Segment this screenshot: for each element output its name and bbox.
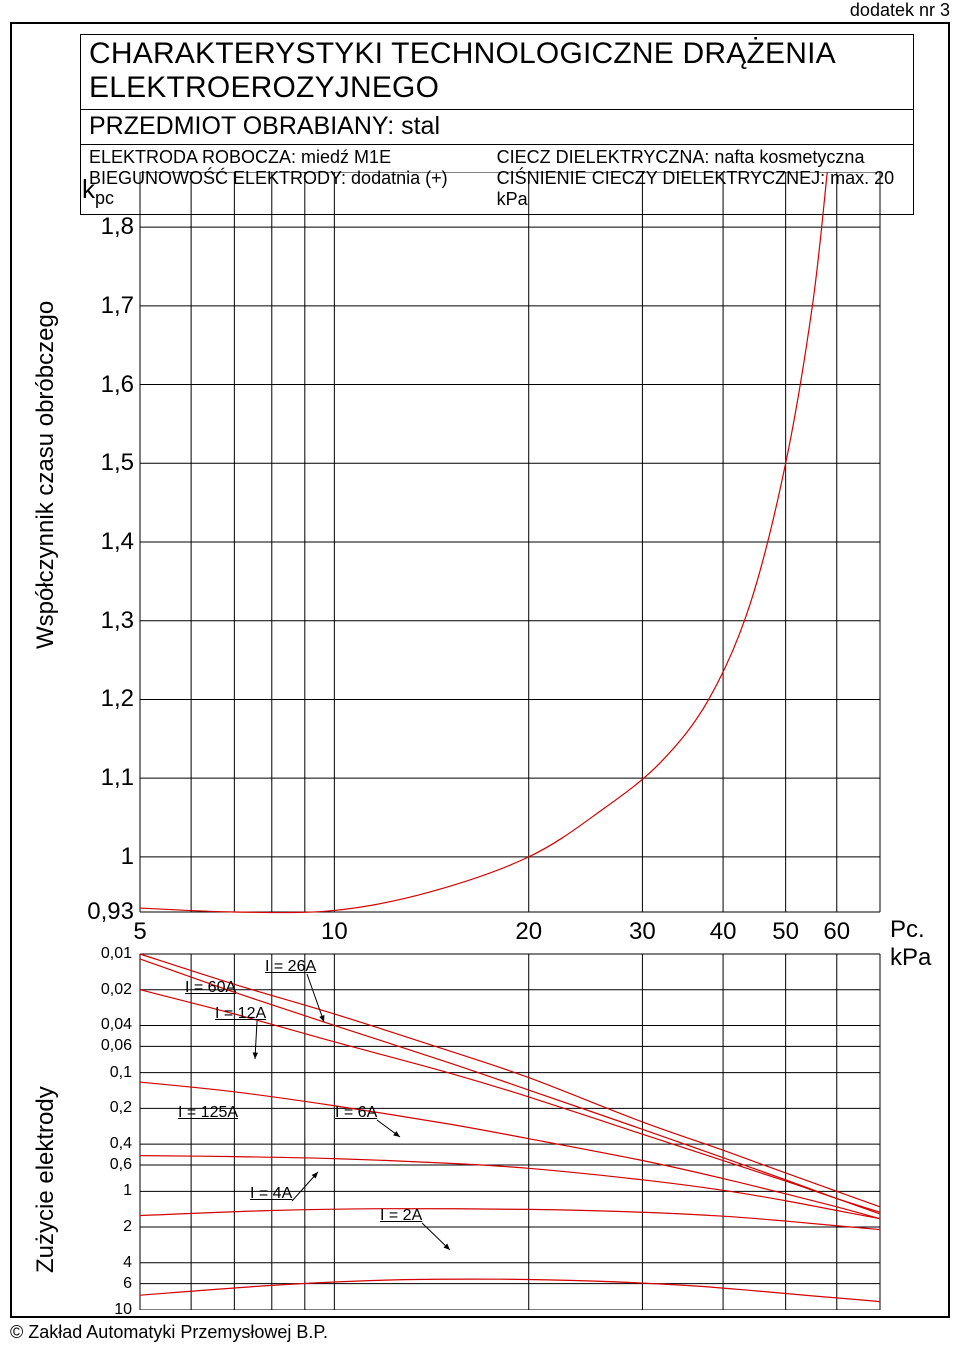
x-tick-label: 30: [629, 918, 656, 946]
plot-area: kpc Współczynnik czasu obróbczego Zużyci…: [80, 172, 914, 1310]
series-label: I = 26A: [265, 958, 316, 976]
x-tick-label: 40: [710, 918, 737, 946]
y-tick-label-lower: 0,01: [72, 945, 132, 963]
y-tick-label: 1: [74, 843, 134, 871]
x-tick-label: 5: [133, 918, 146, 946]
y-tick-label: 1,5: [74, 449, 134, 477]
y-tick-label-lower: 0,06: [72, 1037, 132, 1055]
series-label: I = 4A: [250, 1185, 292, 1203]
y-tick-label-lower: 10: [72, 1301, 132, 1319]
y-tick-label: 1,1: [74, 764, 134, 792]
y-tick-label-lower: 0,6: [72, 1156, 132, 1174]
x-tick-label: 10: [321, 918, 348, 946]
y-tick-label-lower: 2: [72, 1218, 132, 1236]
y-tick-label: 1,2: [74, 685, 134, 713]
y-tick-label: 1,8: [74, 213, 134, 241]
y-tick-label-lower: 0,2: [72, 1099, 132, 1117]
y-axis-label-lower: Zużycie elektrody: [32, 1070, 60, 1290]
x-tick-label: 60: [823, 918, 850, 946]
y-tick-label-lower: 6: [72, 1275, 132, 1293]
page-frame: CHARAKTERYSTYKI TECHNOLOGICZNE DRĄŻENIA …: [10, 22, 950, 1318]
y-axis-label-upper: Współczynnik czasu obróbczego: [32, 277, 60, 672]
x-axis-unit: Pc. kPa: [890, 916, 931, 972]
x-tick-label: 50: [772, 918, 799, 946]
series-label: I = 60A: [185, 979, 236, 997]
y-tick-label-lower: 0,1: [72, 1064, 132, 1082]
y-tick-label-lower: 1: [72, 1182, 132, 1200]
chart-subtitle: PRZEDMIOT OBRABIANY: stal: [81, 110, 913, 145]
series-label: I = 2A: [380, 1207, 422, 1225]
kpc-symbol: kpc: [82, 174, 114, 209]
plot-svg: [80, 172, 914, 1310]
y-tick-label-lower: 0,4: [72, 1135, 132, 1153]
param-electrode: ELEKTRODA ROBOCZA: miedź M1E: [89, 147, 481, 168]
y-tick-label-lower: 0,04: [72, 1016, 132, 1034]
param-dielectric: CIECZ DIELEKTRYCZNA: nafta kosmetyczna: [497, 147, 905, 168]
y-tick-label: 0,93: [74, 898, 134, 926]
series-label: I = 12A: [215, 1005, 266, 1023]
series-label: I = 6A: [335, 1104, 377, 1122]
y-tick-label: 1,7: [74, 292, 134, 320]
y-tick-label: 1,6: [74, 371, 134, 399]
y-tick-label-lower: 0,02: [72, 981, 132, 999]
y-tick-label: 1,4: [74, 528, 134, 556]
x-tick-label: 20: [515, 918, 542, 946]
footer-copyright: © Zakład Automatyki Przemysłowej B.P.: [10, 1322, 328, 1343]
chart-title: CHARAKTERYSTYKI TECHNOLOGICZNE DRĄŻENIA …: [81, 35, 913, 110]
series-label: I = 125A: [178, 1104, 238, 1122]
y-tick-label: 1,3: [74, 607, 134, 635]
corner-label: dodatek nr 3: [850, 0, 950, 21]
y-tick-label-lower: 4: [72, 1254, 132, 1272]
